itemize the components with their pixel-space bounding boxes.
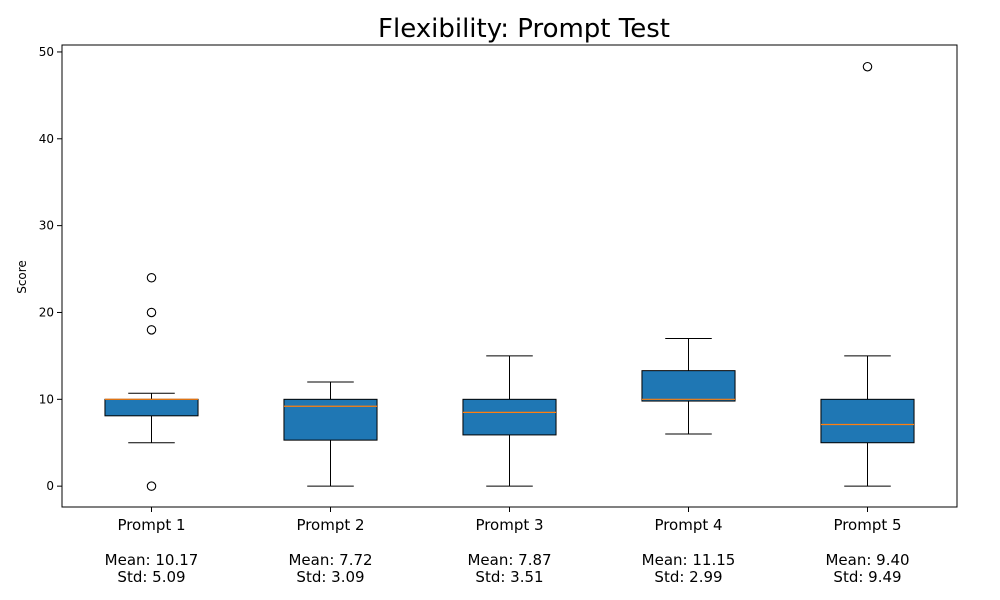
box-1 bbox=[104, 398, 199, 417]
std-label: Std: 3.51 bbox=[475, 568, 543, 586]
y-tick-label: 40 bbox=[39, 132, 54, 146]
mean-label: Mean: 7.87 bbox=[467, 551, 551, 569]
y-tick-label: 0 bbox=[46, 479, 54, 493]
box-4 bbox=[641, 370, 736, 402]
y-tick-label: 30 bbox=[39, 219, 54, 233]
y-axis-label: Score bbox=[15, 260, 29, 294]
std-label: Std: 9.49 bbox=[833, 568, 901, 586]
chart-title: Flexibility: Prompt Test bbox=[378, 14, 670, 44]
x-tick-label: Prompt 5 bbox=[833, 516, 901, 534]
mean-label: Mean: 11.15 bbox=[642, 551, 736, 569]
std-label: Std: 2.99 bbox=[654, 568, 722, 586]
x-tick-label: Prompt 2 bbox=[296, 516, 364, 534]
x-tick-label: Prompt 3 bbox=[475, 516, 543, 534]
box-3 bbox=[462, 398, 557, 436]
plot-frame bbox=[61, 44, 958, 508]
std-label: Std: 5.09 bbox=[117, 568, 185, 586]
std-label: Std: 3.09 bbox=[296, 568, 364, 586]
box-5 bbox=[820, 398, 915, 444]
outlier-point bbox=[146, 481, 157, 491]
y-tick-label: 20 bbox=[39, 305, 54, 319]
outlier-point bbox=[146, 325, 157, 335]
outlier-point bbox=[146, 272, 157, 283]
x-tick-label: Prompt 4 bbox=[654, 516, 722, 534]
box-2 bbox=[283, 398, 378, 441]
y-tick-label: 50 bbox=[39, 45, 54, 59]
mean-label: Mean: 7.72 bbox=[288, 551, 372, 569]
outlier-point bbox=[146, 307, 157, 318]
y-tick-label: 10 bbox=[39, 392, 54, 406]
x-tick-label: Prompt 1 bbox=[117, 516, 185, 534]
mean-label: Mean: 10.17 bbox=[105, 551, 199, 569]
outlier-point bbox=[862, 61, 873, 72]
mean-label: Mean: 9.40 bbox=[825, 551, 909, 569]
